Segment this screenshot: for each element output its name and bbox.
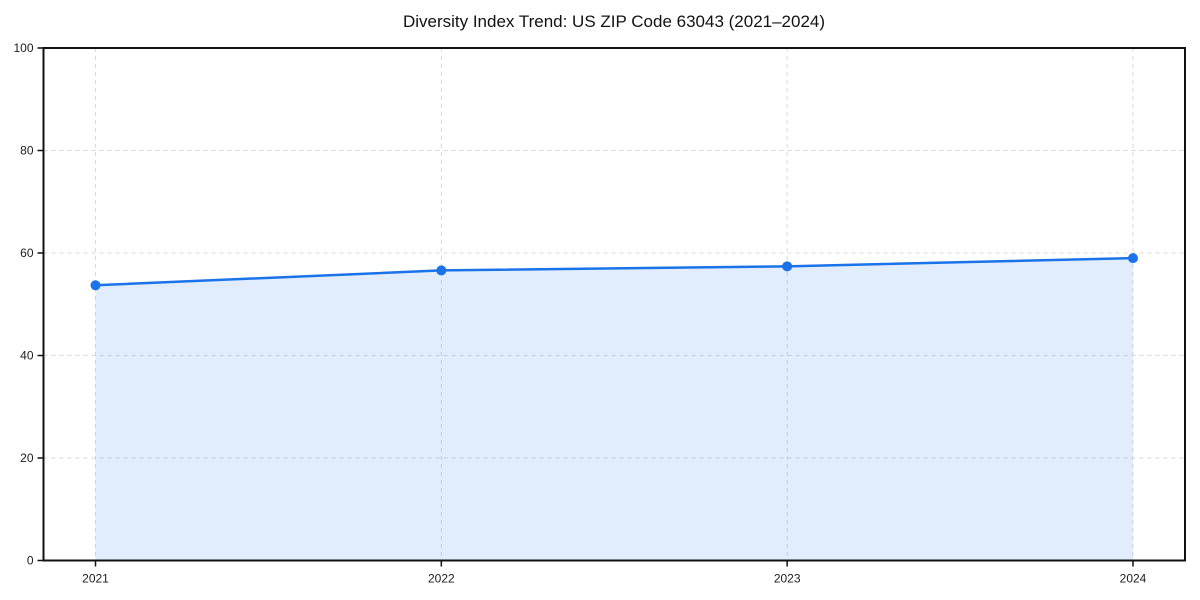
data-point-marker: [782, 261, 793, 272]
x-tick-label: 2023: [774, 572, 801, 586]
x-tick-label: 2021: [82, 572, 109, 586]
y-tick-label: 40: [20, 349, 34, 363]
x-tick-label: 2022: [428, 572, 455, 586]
x-tick-label: 2024: [1120, 572, 1147, 586]
y-tick-label: 0: [27, 554, 34, 568]
y-tick-label: 20: [20, 451, 34, 465]
plot-border: [42, 47, 1186, 562]
y-tick-label: 60: [20, 246, 34, 260]
chart-title: Diversity Index Trend: US ZIP Code 63043…: [402, 12, 826, 31]
data-point-marker: [436, 265, 447, 276]
y-tick-label: 100: [13, 41, 33, 55]
area-fill: [95, 258, 1133, 561]
data-point-marker: [90, 280, 101, 291]
data-point-marker: [1128, 253, 1138, 264]
y-tick-label: 80: [20, 144, 34, 158]
trend-line: [94, 256, 1135, 287]
